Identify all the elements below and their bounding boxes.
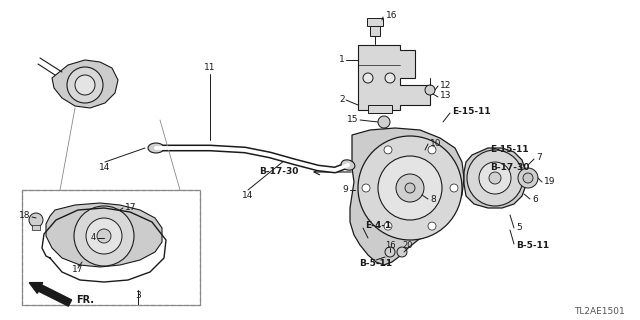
Bar: [367, 18, 383, 26]
Text: 5: 5: [516, 223, 522, 233]
Bar: [22, 190, 200, 305]
Text: 13: 13: [440, 92, 451, 100]
Circle shape: [384, 222, 392, 230]
Circle shape: [489, 172, 501, 184]
Text: B-5-11: B-5-11: [516, 241, 549, 250]
Circle shape: [363, 73, 373, 83]
Circle shape: [428, 222, 436, 230]
Text: 12: 12: [440, 81, 451, 90]
Text: 9: 9: [342, 186, 348, 195]
Text: FR.: FR.: [76, 295, 94, 305]
Circle shape: [467, 150, 523, 206]
Circle shape: [67, 67, 103, 103]
Polygon shape: [464, 148, 526, 208]
Text: B-17-30: B-17-30: [259, 167, 298, 177]
Text: 2: 2: [339, 95, 345, 105]
Text: 17: 17: [125, 203, 136, 212]
Bar: [32, 225, 40, 230]
Circle shape: [74, 206, 134, 266]
FancyArrow shape: [29, 283, 72, 306]
Text: 8: 8: [430, 196, 436, 204]
Text: 18: 18: [19, 212, 30, 220]
Text: 14: 14: [99, 164, 111, 172]
Text: 1: 1: [339, 55, 345, 65]
Text: E-15-11: E-15-11: [490, 146, 529, 155]
Text: 14: 14: [243, 191, 253, 201]
Polygon shape: [350, 128, 464, 265]
Text: B-5-11: B-5-11: [360, 259, 392, 268]
Circle shape: [358, 136, 462, 240]
Polygon shape: [52, 60, 118, 108]
Circle shape: [97, 229, 111, 243]
Text: 7: 7: [536, 154, 541, 163]
Circle shape: [385, 73, 395, 83]
Text: 16: 16: [386, 12, 397, 20]
Ellipse shape: [341, 160, 355, 170]
Circle shape: [385, 247, 395, 257]
Circle shape: [523, 173, 533, 183]
Circle shape: [397, 247, 407, 257]
Circle shape: [450, 184, 458, 192]
Text: 15: 15: [346, 116, 358, 124]
Circle shape: [384, 146, 392, 154]
Circle shape: [378, 116, 390, 128]
Bar: [370, 26, 380, 36]
Bar: [368, 105, 392, 113]
Bar: [22, 190, 200, 305]
Text: B-17-30: B-17-30: [490, 163, 529, 172]
Text: 4: 4: [91, 234, 96, 243]
Text: 20: 20: [403, 241, 413, 250]
Circle shape: [378, 156, 442, 220]
Text: 6: 6: [532, 196, 538, 204]
Circle shape: [29, 213, 43, 227]
Text: 17: 17: [72, 266, 84, 275]
Text: TL2AE1501: TL2AE1501: [574, 308, 625, 316]
Polygon shape: [46, 203, 162, 267]
Text: 10: 10: [430, 139, 442, 148]
Polygon shape: [358, 45, 430, 110]
Circle shape: [428, 146, 436, 154]
Ellipse shape: [148, 143, 164, 153]
Text: 3: 3: [135, 292, 141, 300]
Circle shape: [425, 85, 435, 95]
Text: E-4-1: E-4-1: [365, 221, 391, 230]
Circle shape: [405, 183, 415, 193]
Circle shape: [518, 168, 538, 188]
Text: 19: 19: [544, 178, 556, 187]
Text: 16: 16: [385, 241, 396, 250]
Circle shape: [479, 162, 511, 194]
Circle shape: [86, 218, 122, 254]
Text: 11: 11: [204, 63, 216, 73]
Circle shape: [75, 75, 95, 95]
Text: E-15-11: E-15-11: [452, 108, 491, 116]
Circle shape: [362, 184, 370, 192]
Circle shape: [396, 174, 424, 202]
